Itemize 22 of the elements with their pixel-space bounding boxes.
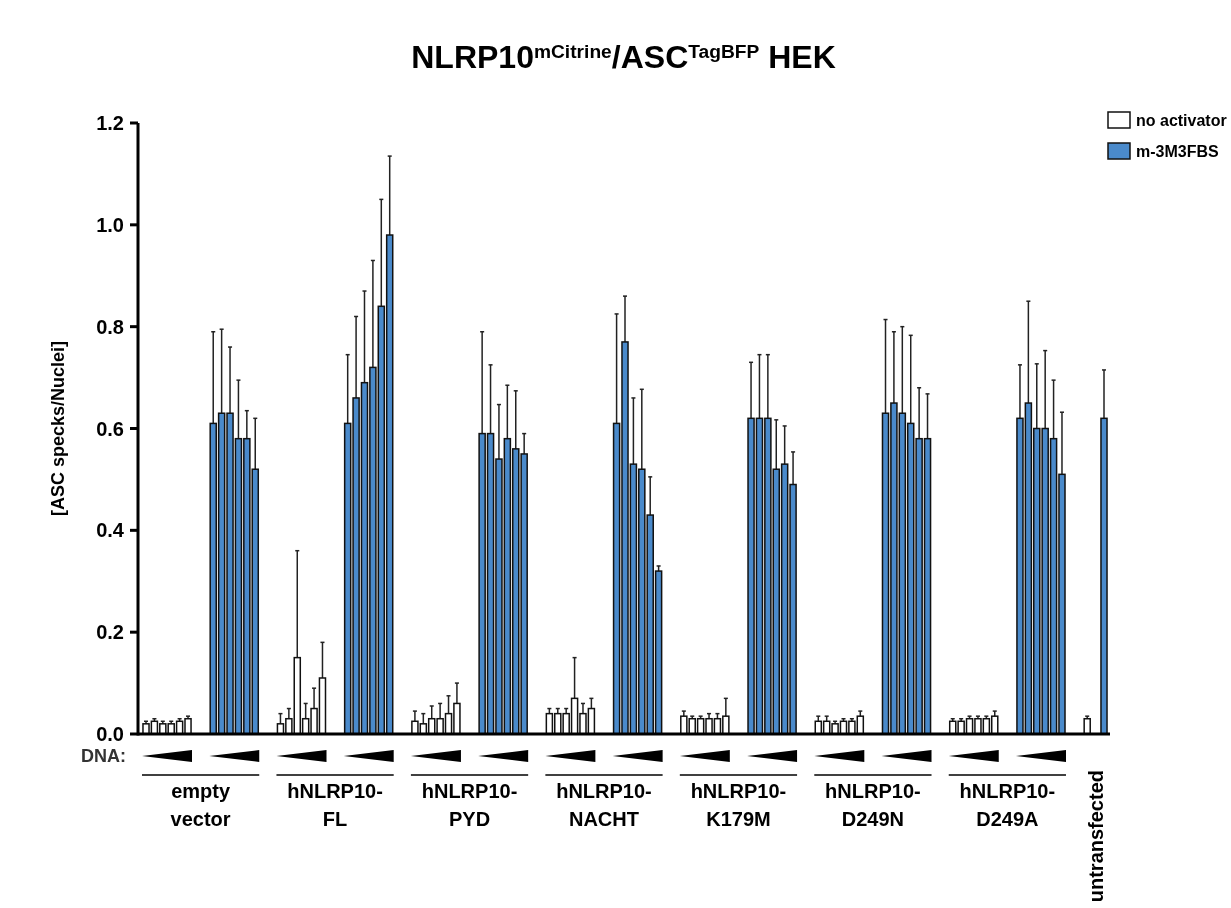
legend-label: m-3M3FBS	[1136, 142, 1220, 160]
y-tick-label: 0.6	[96, 417, 124, 440]
y-tick-label: 0.8	[96, 315, 124, 338]
y-tick-label: 0.2	[96, 621, 124, 644]
y-tick-label: 0.4	[96, 519, 125, 542]
chart-title: NLRP10$^{mCitrine}$/ASC$^{TagBFP}$ HEK	[411, 39, 836, 75]
y-axis-title: [ASC specks/Nuclei]	[48, 340, 68, 517]
text: hNLRP10-D249N	[825, 780, 921, 830]
text: hNLRP10-D249A	[959, 780, 1056, 830]
y-tick-label: 0.0	[96, 723, 124, 745]
text: hNLRP10-FL	[287, 780, 383, 830]
text: DNA:	[81, 746, 126, 767]
text: untransfected	[1084, 770, 1107, 903]
legend-label: no activator	[1136, 111, 1227, 129]
text: hNLRP10-K179M	[690, 780, 787, 830]
y-tick-label: 1.0	[96, 213, 124, 236]
text: empty vector	[170, 780, 231, 830]
bar	[1083, 717, 1091, 735]
y-tick-label: 1.2	[96, 112, 124, 134]
bar	[1100, 417, 1108, 735]
text: hNLRP10-NACHT	[556, 780, 652, 830]
text: hNLRP10-PYD	[421, 780, 518, 830]
